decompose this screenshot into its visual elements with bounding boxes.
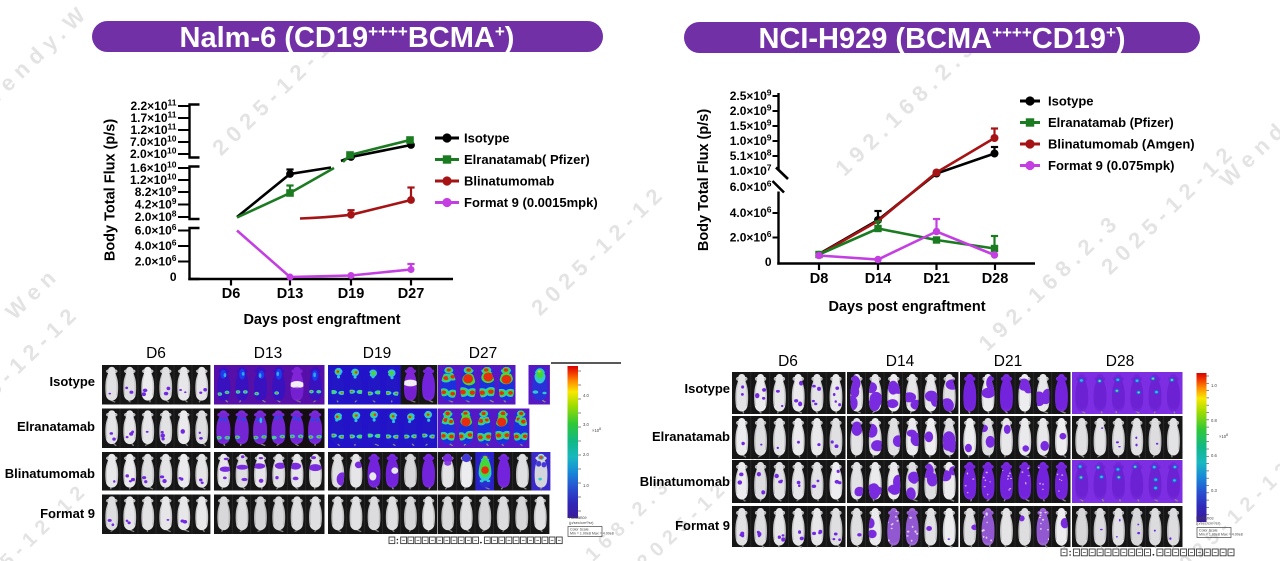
- svg-text:D27: D27: [398, 286, 425, 302]
- svg-text:0.3: 0.3: [1211, 488, 1217, 493]
- svg-text:Format 9 (0.075mpk): Format 9 (0.075mpk): [1048, 158, 1174, 173]
- svg-text:Days post engraftment: Days post engraftment: [243, 312, 400, 328]
- svg-text:Format 9 (0.0015mpk): Format 9 (0.0015mpk): [464, 195, 598, 210]
- svg-text:Isotype: Isotype: [684, 381, 730, 396]
- svg-text:2.0×108: 2.0×108: [135, 209, 177, 225]
- svg-text:D8: D8: [810, 271, 829, 287]
- svg-text:Radiance: Radiance: [569, 515, 587, 520]
- svg-text:Format 9: Format 9: [40, 506, 95, 521]
- svg-text:6.0×106: 6.0×106: [135, 222, 177, 238]
- svg-text:1.0: 1.0: [583, 483, 589, 488]
- svg-text:D27: D27: [469, 345, 497, 362]
- svg-text:D28: D28: [1106, 353, 1134, 370]
- svg-text:4.0×106: 4.0×106: [135, 238, 177, 254]
- svg-text:(p/sec/cm²/sr): (p/sec/cm²/sr): [1196, 521, 1221, 526]
- svg-text:D28: D28: [982, 271, 1009, 287]
- svg-text:1.6×1010: 1.6×1010: [130, 160, 177, 176]
- svg-text:NCI-H929 (BCMA++++CD19+): NCI-H929 (BCMA++++CD19+): [758, 23, 1125, 55]
- svg-text:3.0: 3.0: [583, 422, 589, 427]
- svg-text:×108: ×108: [1219, 433, 1228, 439]
- svg-text:Body Total Flux (p/s): Body Total Flux (p/s): [696, 109, 712, 251]
- svg-text:D6: D6: [778, 353, 798, 370]
- svg-text:2.0×106: 2.0×106: [730, 229, 772, 245]
- svg-text:2.0×106: 2.0×106: [135, 253, 177, 269]
- svg-text:Min = 1.00e8 Max = 4.00e8: Min = 1.00e8 Max = 4.00e8: [570, 532, 614, 536]
- svg-text:Blinatumomab (Amgen): Blinatumomab (Amgen): [1048, 137, 1195, 152]
- svg-text:Elranatamab( Pfizer): Elranatamab( Pfizer): [464, 152, 590, 167]
- svg-text:D14: D14: [886, 353, 915, 370]
- svg-text:Isotype: Isotype: [49, 374, 95, 389]
- svg-text:0.6: 0.6: [1211, 453, 1217, 458]
- svg-text:Color Scale: Color Scale: [1199, 529, 1218, 533]
- svg-text:2.0×1010: 2.0×1010: [130, 146, 177, 162]
- svg-text:D6: D6: [222, 286, 241, 302]
- svg-text:Elranatamab: Elranatamab: [17, 419, 95, 434]
- svg-text:×108: ×108: [592, 427, 601, 433]
- svg-text:Elranatamab: Elranatamab: [652, 429, 730, 444]
- svg-text:Isotype: Isotype: [464, 131, 510, 146]
- svg-text:D21: D21: [923, 271, 950, 287]
- svg-text:D13: D13: [254, 345, 282, 362]
- svg-text:2.5×109: 2.5×109: [730, 88, 772, 104]
- svg-text:Body Total Flux (p/s): Body Total Flux (p/s): [103, 119, 119, 261]
- svg-text:1.0×109: 1.0×109: [730, 133, 772, 149]
- svg-text:Nalm-6 (CD19++++BCMA+): Nalm-6 (CD19++++BCMA+): [180, 22, 515, 54]
- svg-text:4.2×109: 4.2×109: [135, 196, 177, 212]
- svg-text:1.7×1011: 1.7×1011: [130, 110, 176, 126]
- svg-text:1.5×109: 1.5×109: [730, 118, 772, 134]
- svg-text:D19: D19: [363, 345, 391, 362]
- svg-text:0: 0: [765, 255, 772, 269]
- svg-text:0.8: 0.8: [1211, 418, 1217, 423]
- svg-text:4.0: 4.0: [583, 393, 589, 398]
- svg-text:7.0×1010: 7.0×1010: [130, 134, 177, 150]
- svg-text:0: 0: [170, 270, 177, 284]
- svg-text:Blinatumomab: Blinatumomab: [464, 174, 554, 189]
- svg-text:Days post engraftment: Days post engraftment: [828, 299, 985, 315]
- svg-text:8.2×109: 8.2×109: [135, 184, 177, 200]
- svg-text:1.2×1011: 1.2×1011: [130, 122, 176, 138]
- svg-text:D13: D13: [277, 286, 304, 302]
- svg-text:Color Scale: Color Scale: [570, 528, 589, 532]
- svg-text:5.1×108: 5.1×108: [730, 148, 772, 164]
- svg-text:Min = 1.00e8 Max = 4.00e8: Min = 1.00e8 Max = 4.00e8: [1199, 533, 1243, 537]
- svg-text:D21: D21: [994, 353, 1022, 370]
- svg-text:D14: D14: [865, 271, 892, 287]
- svg-text:6.0×106: 6.0×106: [730, 179, 772, 195]
- svg-text:Elranatamab (Pfizer): Elranatamab (Pfizer): [1048, 115, 1174, 130]
- svg-text:4.0×106: 4.0×106: [730, 205, 772, 221]
- svg-text:(p/sec/cm²/sr): (p/sec/cm²/sr): [569, 520, 594, 525]
- svg-text:1.0: 1.0: [1211, 383, 1217, 388]
- svg-text:D19: D19: [338, 286, 365, 302]
- svg-text:Radiance: Radiance: [1196, 516, 1214, 521]
- svg-text:1.2×1010: 1.2×1010: [130, 172, 177, 188]
- svg-text:Blinatumomab: Blinatumomab: [640, 474, 730, 489]
- svg-text:Format 9: Format 9: [675, 518, 730, 533]
- svg-text:D6: D6: [146, 345, 166, 362]
- svg-text:2.0: 2.0: [583, 452, 589, 457]
- svg-text:Blinatumomab: Blinatumomab: [5, 466, 95, 481]
- svg-text:2.0×109: 2.0×109: [730, 103, 772, 119]
- svg-text:Isotype: Isotype: [1048, 94, 1094, 109]
- svg-text:2.2×1011: 2.2×1011: [130, 98, 176, 114]
- svg-text:1.0×107: 1.0×107: [730, 163, 772, 179]
